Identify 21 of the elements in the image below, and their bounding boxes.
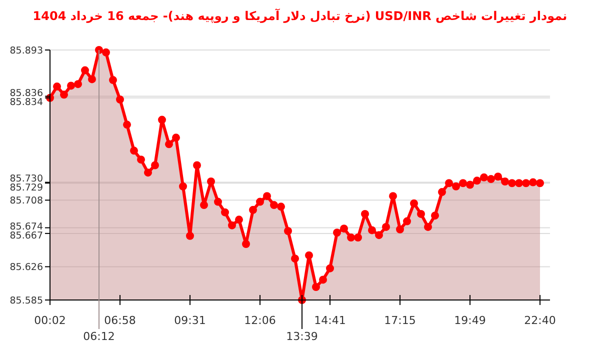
y-tick-label: 85.626 <box>10 262 43 274</box>
x-tick-label: 22:40 <box>524 314 556 327</box>
annotation: 13:39 <box>286 330 318 343</box>
y-tick-label: 85.730 <box>10 174 43 185</box>
y-tick-label: 85.585 <box>10 296 43 306</box>
y-tick-label: 85.834 <box>10 97 43 108</box>
x-tick-label: 12:06 <box>244 314 276 327</box>
y-tick-label: 85.893 <box>10 46 43 56</box>
x-tick-label: 17:15 <box>384 314 416 327</box>
chart-title: نمودار تغییرات شاخص USD/INR (نرخ تبادل دلار آمریکا و روپیه هند)- جمعه 16 خرداد 1404 <box>32 8 568 23</box>
x-tick-label: 00:02 <box>34 314 66 327</box>
x-tick-label: 09:31 <box>174 314 206 327</box>
y-tick-label: 85.674 <box>10 222 43 233</box>
x-tick-label: 06:58 <box>104 314 136 327</box>
x-tick-label: 14:41 <box>314 314 346 327</box>
y-tick-label: 85.708 <box>10 196 43 207</box>
y-tick-label: 85.729 <box>10 182 43 194</box>
y-tick-label: 85.667 <box>10 230 43 242</box>
x-tick-label: 19:49 <box>454 314 486 327</box>
annotation: 06:12 <box>83 330 115 343</box>
y-tick-label: 85.836 <box>10 88 43 100</box>
